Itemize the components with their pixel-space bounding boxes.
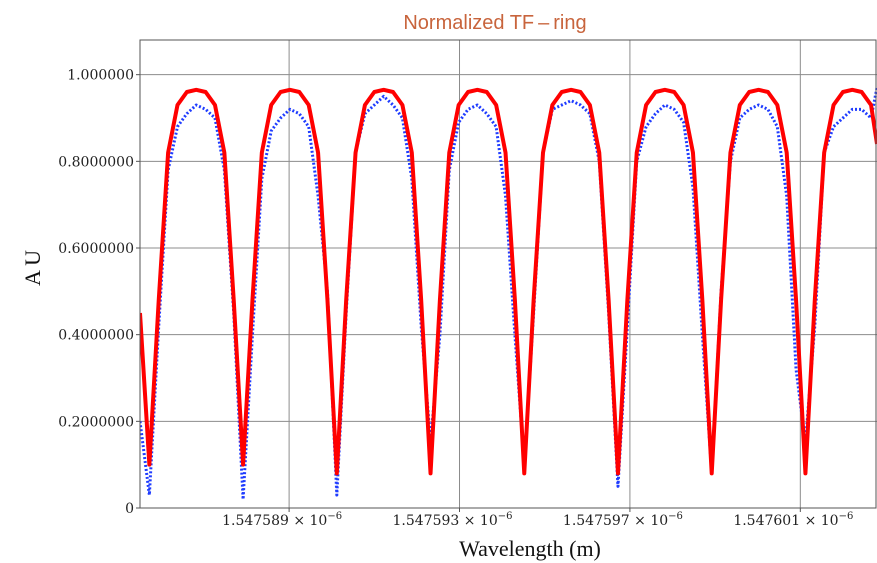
x-tick-label: 1.547601 × 10−6 [733,511,853,529]
y-tick-label: 1.000000 [67,68,134,84]
plot-series [140,87,877,501]
x-tick-label: 1.547597 × 10−6 [563,511,683,529]
x-tick-label: 1.547593 × 10−6 [393,511,513,529]
y-tick-label: 0.4000000 [58,328,134,344]
series-line-red [140,87,877,476]
y-tick-labels: 0 0.2000000 0.4000000 0.6000000 0.8000000 1.0… [58,68,140,517]
series-line-blue [140,87,877,501]
y-tick-label: 0.6000000 [58,241,134,257]
x-axis-label: Wavelength (m) [459,536,601,561]
chart-title: Normalized TF – ring [403,12,586,34]
y-tick-label: 0 [125,501,134,517]
y-tick-label: 0.8000000 [58,154,134,170]
y-axis-label: A U [20,250,45,286]
x-tick-label: 1.547589 × 10−6 [222,511,342,529]
y-tick-label: 0.2000000 [58,414,134,430]
plot-frame [139,39,877,509]
x-tick-labels: 1.547589 × 10−6 1.547593 × 10−6 1.547597 ×… [222,508,853,529]
